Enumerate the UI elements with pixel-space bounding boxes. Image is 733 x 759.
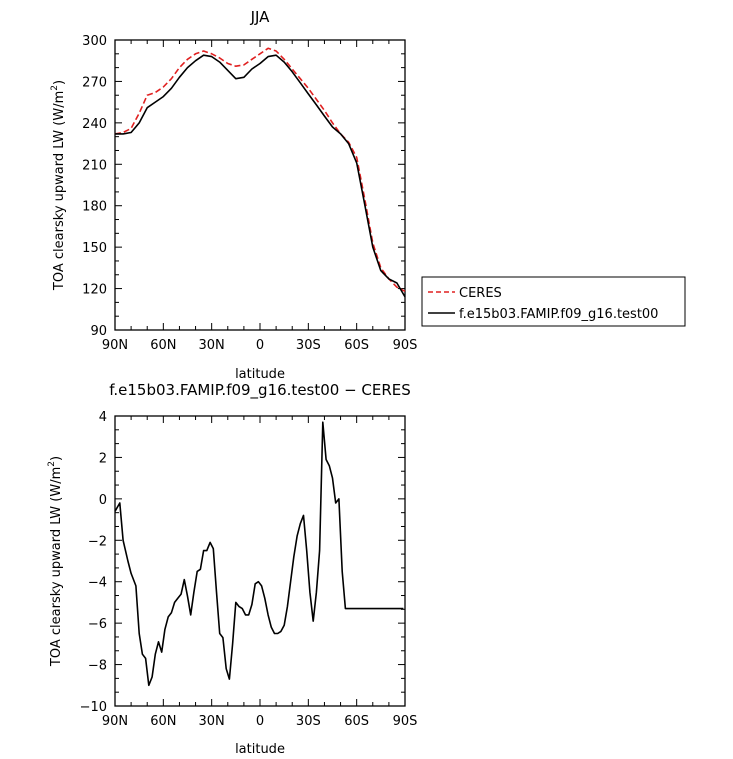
top-chart-title: JJA [250, 8, 271, 26]
top-y-axis-label-close: ) [52, 80, 67, 85]
y-tick-label: 120 [82, 283, 107, 298]
bottom-y-axis-label: TOA clearsky upward LW (W/m2) [47, 456, 64, 667]
legend-box [421, 276, 686, 327]
x-tick-label: 60S [344, 338, 369, 353]
top-lines [114, 47, 406, 298]
x-tick-label: 30S [296, 338, 321, 353]
y-tick-label: 180 [82, 200, 107, 215]
x-tick-label: 90S [393, 338, 418, 353]
top-x-axis-label: latitude [235, 367, 285, 382]
x-tick-label: 60S [344, 714, 369, 729]
x-tick-label: 60N [150, 338, 176, 353]
y-tick-label: 90 [90, 324, 107, 339]
series-line-f-e15b03-famip-f09-g16-test00 [115, 54, 406, 298]
y-tick-label: 270 [82, 75, 107, 90]
y-tick-label: −10 [80, 700, 107, 715]
bottom-y-axis-label-close: ) [49, 456, 64, 461]
bottom-x-axis-label: latitude [235, 742, 285, 757]
bottom-panel: f.e15b03.FAMIP.f09_g16.test00 − CERES 90… [47, 381, 417, 757]
y-tick-label: 240 [82, 117, 107, 132]
y-tick-label: −2 [88, 534, 107, 549]
x-tick-label: 60N [150, 714, 176, 729]
top-y-axis-label-superscript: 2 [50, 85, 60, 91]
legend: CERES f.e15b03.FAMIP.f09_g16.test00 [421, 276, 686, 327]
x-tick-label: 90S [393, 714, 418, 729]
legend-label-model: f.e15b03.FAMIP.f09_g16.test00 [459, 307, 658, 322]
bottom-chart-title: f.e15b03.FAMIP.f09_g16.test00 − CERES [109, 381, 411, 400]
bottom-y-axis-label-superscript: 2 [47, 461, 57, 467]
series-line-difference [114, 421, 404, 687]
y-tick-label: −8 [88, 659, 107, 674]
legend-label-ceres: CERES [459, 286, 502, 301]
top-ticks: 90N 60N 30N 0 30S 60S 90S 90 120 150 180 210 240 270 3… [82, 34, 417, 353]
x-tick-label: 30N [199, 714, 225, 729]
top-panel: JJA 90N 60N 30N 0 30S 60S 90S 90 120 150 180 210 240… [50, 8, 417, 382]
bottom-plot-frame [114, 415, 406, 707]
y-tick-label: 0 [99, 493, 107, 508]
bottom-ticks: 90N 60N 30N 0 30S 60S 90S −10 −8 −6 −4 −2 0 2 4 [80, 410, 418, 729]
y-tick-label: 150 [82, 241, 107, 256]
y-tick-label: −6 [88, 617, 107, 632]
top-y-axis-label: TOA clearsky upward LW (W/m2) [50, 80, 67, 291]
y-tick-label: 300 [82, 34, 107, 49]
y-tick-label: 4 [99, 410, 107, 425]
x-tick-label: 90N [102, 338, 128, 353]
x-tick-label: 0 [256, 338, 264, 353]
x-tick-label: 90N [102, 714, 128, 729]
y-tick-label: 210 [82, 158, 107, 173]
x-tick-label: 30N [199, 338, 225, 353]
y-tick-label: −4 [88, 576, 107, 591]
series-line-ceres [114, 47, 406, 293]
x-tick-label: 30S [296, 714, 321, 729]
y-tick-label: 2 [99, 451, 107, 466]
x-tick-label: 0 [256, 714, 264, 729]
bottom-y-axis-label-main: TOA clearsky upward LW (W/m [49, 467, 64, 667]
top-y-axis-label-main: TOA clearsky upward LW (W/m [52, 91, 67, 291]
bottom-lines [114, 421, 404, 687]
